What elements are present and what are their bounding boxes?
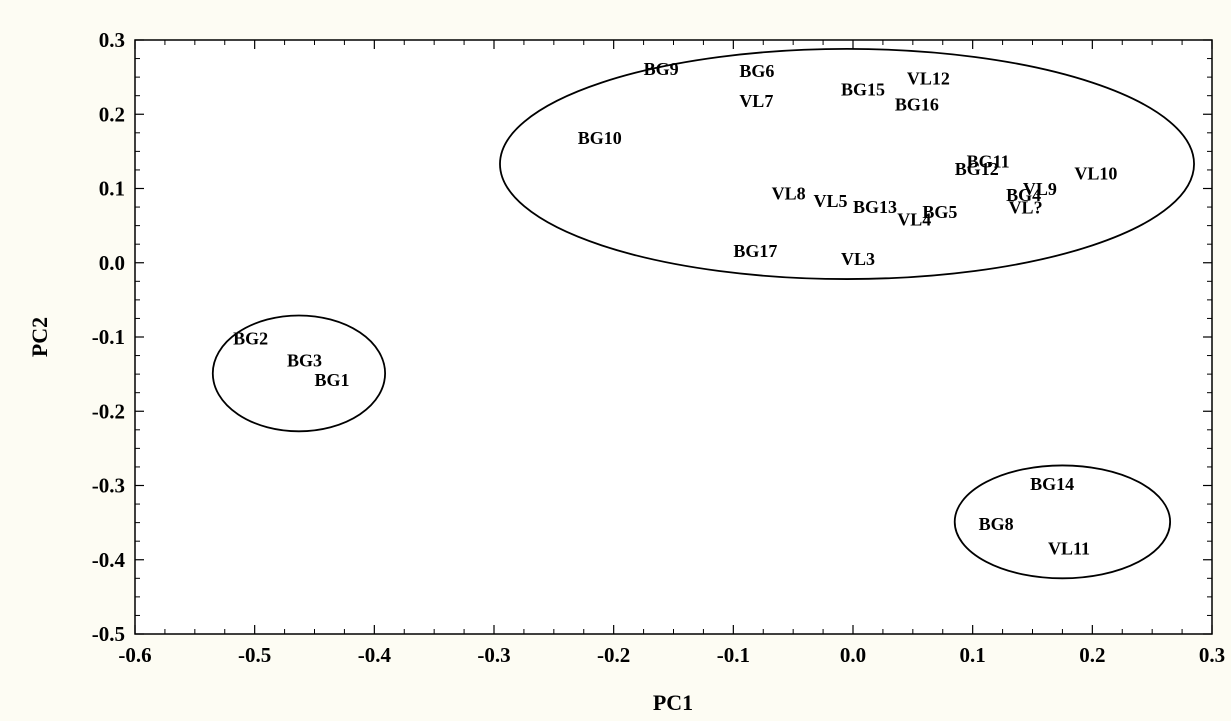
point-label: BG3 xyxy=(287,351,322,371)
y-axis-ticks xyxy=(135,39,1212,635)
y-tick-label: 0.3 xyxy=(99,28,125,52)
x-tick-label: -0.4 xyxy=(358,643,392,667)
y-axis-title: PC2 xyxy=(27,317,52,357)
group-ellipse xyxy=(211,314,387,433)
y-tick-label: -0.5 xyxy=(92,622,125,646)
x-axis-ticks xyxy=(134,40,1213,634)
x-tick-label: -0.2 xyxy=(597,643,630,667)
point-label: VL3 xyxy=(841,249,875,269)
x-axis-tick-labels: -0.6 -0.5 -0.4 -0.3 -0.2 -0.1 0.0 0.1 0.2 0.3 xyxy=(118,643,1225,667)
point-label: BG12 xyxy=(955,159,999,179)
x-tick-label: -0.5 xyxy=(238,643,271,667)
x-tick-label: 0.2 xyxy=(1079,643,1105,667)
group-ellipses xyxy=(211,48,1195,580)
point-label: BG8 xyxy=(979,514,1014,534)
x-tick-label: -0.1 xyxy=(717,643,750,667)
point-label: BG10 xyxy=(578,128,622,148)
point-label: VL9 xyxy=(1023,179,1057,199)
point-label: BG1 xyxy=(315,370,350,390)
x-tick-label: 0.0 xyxy=(840,643,866,667)
point-label: BG6 xyxy=(739,61,774,81)
point-label: BG9 xyxy=(644,59,679,79)
x-tick-label: -0.3 xyxy=(477,643,510,667)
point-label: BG15 xyxy=(841,80,885,100)
point-label: VL7 xyxy=(739,91,773,111)
x-tick-label: -0.6 xyxy=(118,643,151,667)
point-label: VL4 xyxy=(897,210,931,230)
point-label: VL8 xyxy=(772,184,806,204)
point-label: VL10 xyxy=(1074,164,1117,184)
point-label: BG11 xyxy=(967,152,1010,172)
y-tick-label: -0.1 xyxy=(92,325,125,349)
y-tick-label: 0.0 xyxy=(99,251,125,275)
point-label: BG4 xyxy=(1006,185,1041,205)
point-label: BG16 xyxy=(895,95,939,115)
point-label: BG5 xyxy=(922,202,957,222)
x-tick-label: 0.3 xyxy=(1199,643,1225,667)
y-tick-label: -0.4 xyxy=(92,548,126,572)
point-label: VL11 xyxy=(1048,539,1090,559)
point-label: VL? xyxy=(1009,198,1043,218)
x-tick-label: 0.1 xyxy=(960,643,986,667)
point-label: VL5 xyxy=(814,191,848,211)
group-ellipse xyxy=(499,48,1195,280)
point-label: BG17 xyxy=(733,241,777,261)
y-axis-tick-labels: 0.3 0.2 0.1 0.0 -0.1 -0.2 -0.3 -0.4 -0.5 xyxy=(92,28,126,646)
y-tick-label: 0.2 xyxy=(99,102,125,126)
point-label: BG2 xyxy=(233,328,268,348)
x-axis-title: PC1 xyxy=(653,690,693,715)
point-label: BG13 xyxy=(853,197,897,217)
point-label: BG14 xyxy=(1030,474,1074,494)
group-ellipse xyxy=(953,464,1172,580)
y-tick-label: 0.1 xyxy=(99,177,125,201)
y-tick-label: -0.2 xyxy=(92,399,125,423)
point-label: VL12 xyxy=(907,69,950,89)
plot-area xyxy=(134,39,1213,635)
y-tick-label: -0.3 xyxy=(92,474,125,498)
